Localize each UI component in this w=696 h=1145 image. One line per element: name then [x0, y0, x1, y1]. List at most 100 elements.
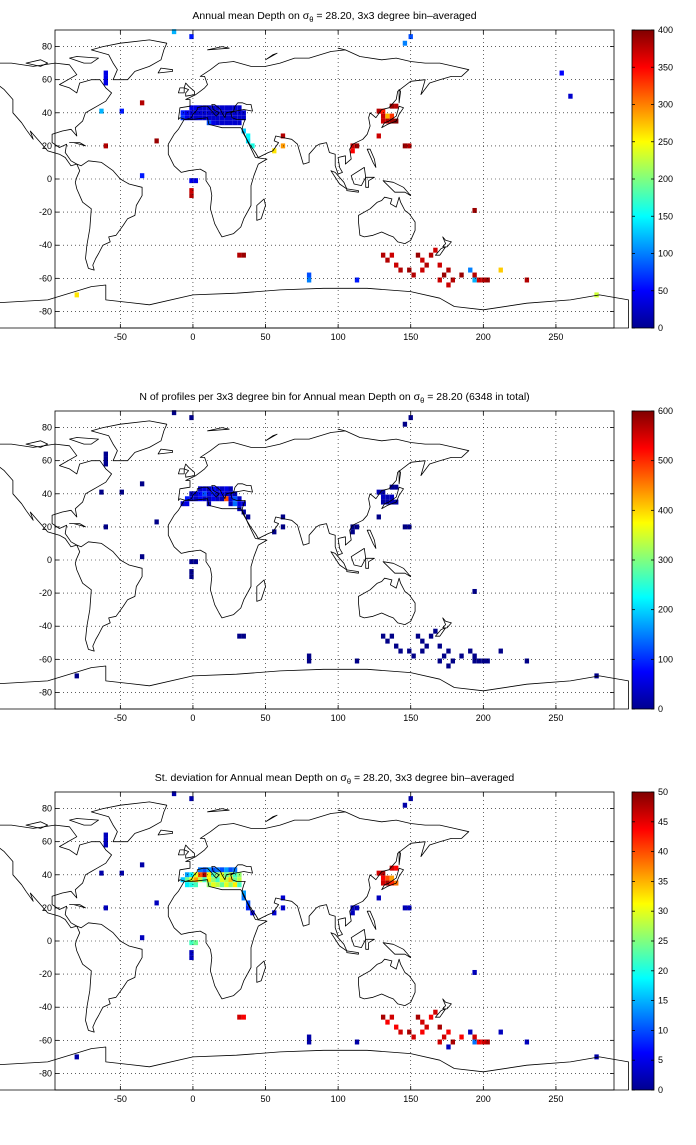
- y-tick-label: -60: [39, 273, 52, 283]
- coastline-path: [74, 922, 143, 1033]
- data-cell: [485, 277, 490, 283]
- data-cell: [189, 193, 194, 199]
- data-cell: [206, 491, 212, 497]
- panel-2: N of profiles per 3x3 degree bin for Ann…: [0, 391, 673, 723]
- data-cell: [232, 120, 238, 126]
- data-cell: [385, 257, 390, 263]
- data-cell: [376, 895, 381, 901]
- data-cell: [389, 865, 395, 871]
- data-cell: [380, 1014, 386, 1020]
- data-cell: [389, 484, 395, 490]
- data-cell: [228, 105, 233, 111]
- data-cell: [215, 491, 220, 497]
- coastline-path: [90, 39, 168, 81]
- data-cell: [472, 653, 477, 659]
- data-cell: [215, 877, 220, 883]
- data-cell: [139, 935, 145, 941]
- data-cell: [441, 1034, 447, 1040]
- colorbar-tick-label: 20: [658, 966, 668, 976]
- data-cell: [376, 489, 381, 495]
- data-cell: [420, 1019, 425, 1025]
- data-cell: [433, 1009, 438, 1015]
- coastline-path: [183, 463, 195, 478]
- data-cell: [389, 633, 395, 639]
- y-tick-label: 80: [42, 423, 52, 433]
- data-cell: [74, 292, 79, 298]
- x-tick-label: 0: [190, 332, 195, 342]
- data-cell: [437, 643, 442, 649]
- data-cell: [224, 486, 229, 492]
- colorbar: 600 500 400 300 200 100 0: [631, 406, 673, 714]
- data-cell: [180, 110, 185, 116]
- x-tick-label: 100: [331, 1094, 346, 1104]
- data-cell: [215, 872, 220, 878]
- data-cell: [350, 529, 355, 535]
- data-cell: [237, 120, 242, 126]
- x-tick-label: 150: [403, 713, 418, 723]
- x-tick-label: 0: [190, 713, 195, 723]
- coastline-path: [398, 89, 401, 104]
- data-cell: [568, 93, 573, 99]
- x-tick-label: 200: [476, 713, 491, 723]
- data-cell: [498, 1029, 503, 1035]
- coastline-path: [0, 284, 629, 329]
- y-tick-label: -80: [39, 687, 52, 697]
- data-cell: [215, 496, 220, 502]
- coastline-path: [207, 427, 230, 432]
- colorbar-tick-label: 0: [658, 1085, 663, 1095]
- data-cell: [198, 105, 203, 111]
- coastline-path: [167, 498, 268, 619]
- data-cell: [394, 484, 399, 490]
- data-cell: [459, 1034, 464, 1040]
- data-cell: [280, 524, 286, 530]
- data-cell: [237, 882, 242, 888]
- coastline-path: [350, 929, 367, 948]
- data-cell: [402, 40, 408, 46]
- colorbar-gradient: [631, 791, 655, 1091]
- data-cell: [437, 277, 442, 283]
- coastline-path: [25, 59, 49, 67]
- data-cell: [189, 188, 194, 194]
- coastline-path: [90, 801, 168, 843]
- data-cell: [350, 148, 355, 154]
- y-tick-label: 0: [47, 555, 52, 565]
- data-cell: [228, 496, 233, 502]
- coastline-path: [157, 67, 173, 74]
- data-cell: [424, 1024, 429, 1030]
- data-cell: [420, 1029, 425, 1035]
- data-cell: [245, 905, 251, 911]
- data-cell: [224, 115, 229, 121]
- coastline-path: [167, 117, 268, 238]
- data-cell: [380, 489, 386, 495]
- coastline-path: [435, 246, 446, 256]
- data-cell: [408, 796, 413, 802]
- data-cell: [232, 496, 238, 502]
- data-cell: [476, 1039, 482, 1045]
- data-cell: [389, 880, 395, 886]
- data-cell: [224, 867, 229, 873]
- data-cell: [428, 1014, 434, 1020]
- coastline: [0, 420, 629, 710]
- coastline-path: [366, 148, 377, 168]
- data-cell: [237, 496, 242, 502]
- data-cell: [402, 143, 408, 149]
- data-cell: [237, 252, 242, 258]
- coastline-path: [350, 167, 367, 186]
- data-cell: [389, 103, 395, 109]
- data-cell: [228, 877, 233, 883]
- coastline-path: [157, 829, 173, 836]
- data-cell: [211, 882, 216, 888]
- data-cell: [389, 252, 395, 258]
- coastline-path: [365, 938, 375, 950]
- data-cell: [74, 673, 79, 679]
- data-cell: [232, 882, 238, 888]
- data-cell: [437, 262, 442, 268]
- data-cell: [180, 501, 185, 507]
- data-cell: [224, 882, 229, 888]
- data-cell: [437, 1039, 442, 1045]
- data-cell: [280, 514, 286, 520]
- data-cell: [189, 105, 194, 111]
- colorbar-tick-label: 0: [658, 704, 663, 714]
- data-cell: [189, 955, 194, 961]
